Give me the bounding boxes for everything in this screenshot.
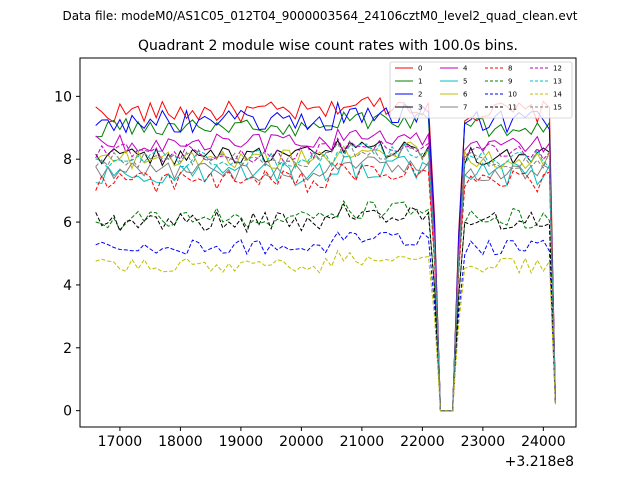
plot-frame: [79, 57, 577, 428]
legend-label-5: 5: [463, 78, 467, 86]
legend-label-0: 0: [418, 65, 422, 73]
legend-label-8: 8: [508, 65, 512, 73]
series-line-15: [95, 141, 556, 412]
legend-label-2: 2: [418, 91, 422, 99]
legend-box: [389, 61, 573, 119]
legend-label-15: 15: [553, 104, 562, 112]
x-tick-label: 19000: [219, 434, 264, 450]
series-line-9: [95, 199, 556, 412]
x-tick-label: 18000: [158, 434, 203, 450]
legend-label-3: 3: [418, 104, 422, 112]
series-line-11: [95, 202, 556, 412]
legend-label-6: 6: [463, 91, 468, 99]
x-axis: 17000 18000 19000 20000 21000 22000 23000 24000: [98, 427, 566, 450]
series-line-4: [95, 127, 556, 412]
y-tick-label: 6: [63, 215, 72, 231]
plot-lines: [95, 96, 556, 412]
x-tick-label: 23000: [461, 434, 506, 450]
y-tick-label: 4: [63, 278, 72, 294]
legend-label-12: 12: [553, 65, 562, 73]
legend-label-13: 13: [553, 78, 562, 86]
legend-label-11: 11: [508, 104, 517, 112]
legend-label-10: 10: [508, 91, 517, 99]
series-line-10: [95, 231, 556, 412]
legend-label-14: 14: [553, 91, 562, 99]
x-tick-label: 17000: [98, 434, 143, 450]
x-tick-label: 21000: [340, 434, 385, 450]
x-tick-label: 20000: [279, 434, 324, 450]
series-line-8: [95, 162, 556, 412]
y-axis: 0 2 4 6 8 10: [54, 89, 80, 420]
legend-label-7: 7: [463, 104, 467, 112]
y-tick-label: 2: [63, 341, 72, 357]
y-tick-label: 10: [54, 89, 72, 105]
figure-suptitle: Data file: modeM0/AS1C05_012T04_90000035…: [62, 9, 577, 23]
x-tick-label: 24000: [521, 434, 566, 450]
chart-title: Quadrant 2 module wise count rates with …: [138, 38, 518, 54]
legend-label-4: 4: [463, 65, 468, 73]
series-line-12: [95, 137, 556, 412]
series-line-14: [95, 249, 556, 412]
y-tick-label: 0: [63, 404, 72, 420]
x-offset-label: +3.218e8: [505, 454, 574, 470]
series-line-6: [95, 141, 556, 412]
legend-label-1: 1: [418, 78, 422, 86]
x-tick-label: 22000: [400, 434, 445, 450]
series-line-5: [95, 155, 556, 412]
legend-label-9: 9: [508, 78, 512, 86]
y-tick-label: 8: [63, 152, 72, 168]
